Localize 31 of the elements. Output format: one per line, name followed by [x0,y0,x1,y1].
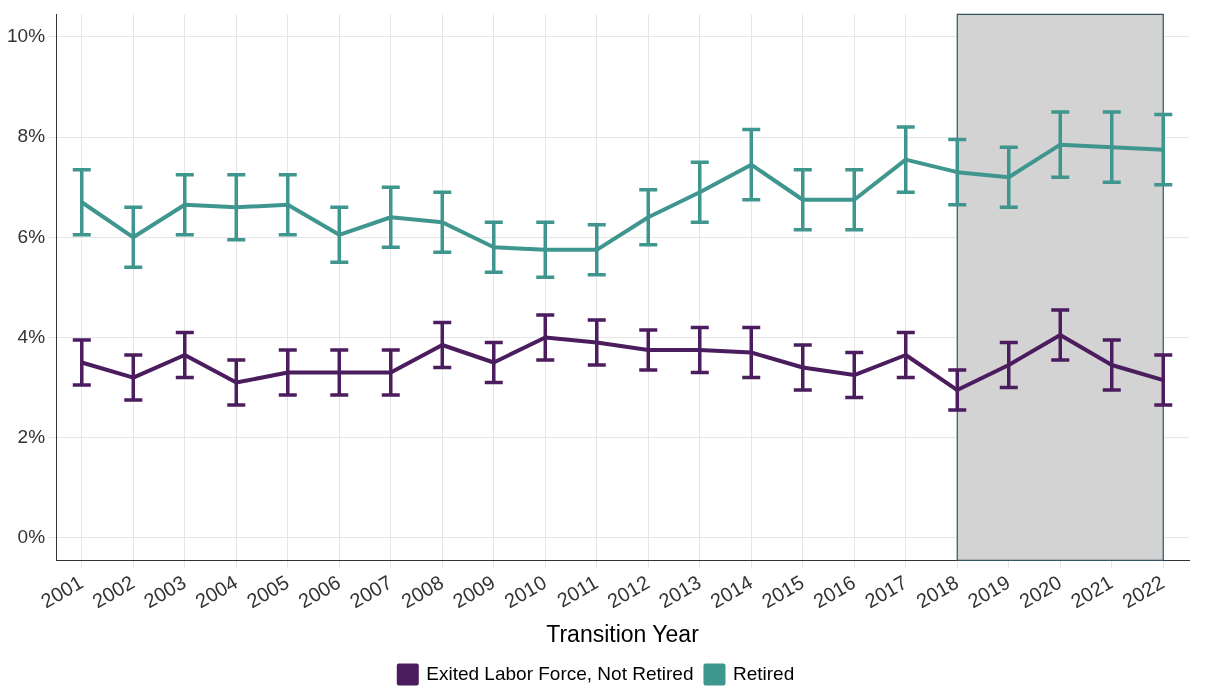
x-tick-label: 2001 [37,570,87,613]
x-tick-label: 2003 [140,570,190,613]
legend-label: Retired [732,662,795,684]
x-tick-label: 2005 [243,570,293,613]
x-tick-label: 2018 [912,570,963,613]
x-tick-label: 2015 [758,570,808,613]
y-tick-label: 8% [17,125,46,147]
x-tick-label: 2004 [191,570,242,613]
y-tick-label: 2% [17,425,46,447]
x-axis-title: Transition Year [546,620,700,647]
y-tick-label: 0% [17,526,46,548]
y-tick-label: 4% [17,325,46,347]
x-tick-label: 2007 [346,570,396,613]
x-tick-label: 2022 [1118,570,1169,613]
x-tick-label: 2008 [397,570,448,613]
x-tick-label: 2021 [1067,570,1117,613]
x-tick-label: 2019 [964,570,1014,613]
x-tick-label: 2014 [706,570,757,613]
x-tick-label: 2016 [809,570,860,613]
x-tick-label: 2017 [861,570,911,613]
x-tick-label: 2020 [1015,570,1066,613]
x-tick-label: 2009 [449,570,499,613]
x-tick-label: 2011 [553,570,602,612]
x-tick-label: 2012 [603,570,654,613]
y-tick-label: 10% [7,25,46,47]
x-tick-label: 2006 [294,570,345,613]
x-tick-label: 2013 [655,570,705,613]
x-tick-label: 2002 [88,570,139,613]
y-tick-label: 6% [17,225,46,247]
legend-label: Exited Labor Force, Not Retired [426,662,694,684]
x-tick-label: 2010 [500,570,551,613]
